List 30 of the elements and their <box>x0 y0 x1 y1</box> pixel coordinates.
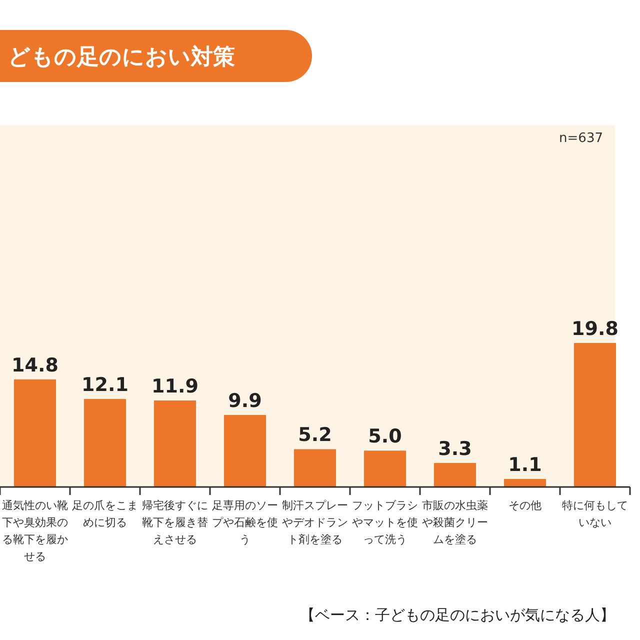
chart-title: どもの足のにおい対策 <box>8 44 235 70</box>
x-tick-label: 足の爪をこまめに切る <box>72 499 138 529</box>
data-label: 14.8 <box>12 354 58 376</box>
x-tick-label: 制汗スプレーやデオドラント剤を塗る <box>282 499 348 546</box>
data-label: 11.9 <box>152 375 198 398</box>
data-label: 1.1 <box>508 454 542 476</box>
x-tick-label: 特に何もしていない <box>562 499 628 529</box>
bar <box>294 449 336 487</box>
bar <box>84 399 126 487</box>
text: 【ベース：子どもの足のにおいが気になる人】 <box>300 606 615 624</box>
bar <box>434 463 476 487</box>
text: n=637 <box>559 131 603 146</box>
data-label: 19.8 <box>572 318 618 340</box>
x-tick-label: その他 <box>508 499 542 512</box>
x-tick-label: 足専用のソープや石鹸を使う <box>212 499 278 546</box>
bar <box>364 450 406 487</box>
data-label: 9.9 <box>228 390 262 412</box>
bar <box>574 343 616 487</box>
data-label: 5.0 <box>368 426 402 448</box>
x-tick-label: 帰宅後すぐに靴下を履き替えさせる <box>142 499 208 546</box>
x-tick-label: 通気性のい靴下や臭効果のる靴下を履かせる <box>2 499 68 563</box>
bar <box>14 379 56 487</box>
bar <box>154 400 196 487</box>
bar <box>224 415 266 487</box>
data-label: 5.2 <box>298 424 332 446</box>
x-tick-label: フットブラシやマットを使って洗う <box>352 499 418 546</box>
x-tick-label: 市販の水虫薬や殺菌クリームを塗る <box>422 499 488 546</box>
data-label: 12.1 <box>82 374 128 396</box>
bar <box>504 479 546 487</box>
data-label: 3.3 <box>438 438 472 460</box>
